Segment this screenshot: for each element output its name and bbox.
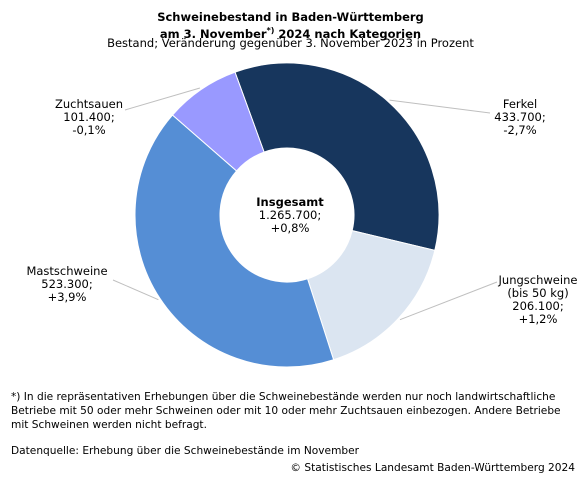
slice-mastschweine [134,114,335,368]
slice-label-line: Mastschweine [26,264,107,278]
center-title: Insgesamt [256,195,324,209]
donut-chart: Ferkel 433.700; -2,7% Jungschweine (bis 50 k… [26,62,577,368]
leader-line-mastschweine [112,279,159,301]
slice-label-ferkel: Ferkel 433.700; -2,7% [494,97,545,137]
leader-line-ferkel [389,99,491,114]
slice-label-line: 206.100; [512,299,563,313]
footnote: *) In die repräsentativen Erhebungen übe… [11,391,561,431]
slice-label-line: -2,7% [503,123,536,137]
chart-title-line2-post: 2024 nach Kategorien [274,26,422,41]
footnote-marker: *) [266,26,275,35]
copyright: © Statistisches Landesamt Baden-Württemb… [290,462,575,474]
chart-title-line2: am 3. November*) 2024 nach Kategorien [0,24,581,41]
chart-title-line2-pre: am 3. November [159,26,267,41]
slice-label-line: Jungschweine [498,273,578,287]
slice-label-line: +1,2% [519,312,558,326]
slice-label-jungschweine: Jungschweine (bis 50 kg) 206.100; +1,2% [498,273,578,326]
slice-jungschweine [306,230,436,361]
slice-label-line: 433.700; [494,110,545,124]
slice-zuchtsauen [171,71,265,172]
slice-label-zuchtsauen: Zuchtsauen 101.400; -0,1% [55,97,123,137]
data-source: Datenquelle: Erhebung über die Schweineb… [11,445,359,457]
center-value: 1.265.700; [259,208,321,222]
leader-lines [112,87,498,321]
leader-line-zuchtsauen [124,87,201,111]
slice-label-line: -0,1% [72,123,105,137]
slice-label-line: Zuchtsauen [55,97,123,111]
slice-label-line: +3,9% [48,290,87,304]
slice-label-line: (bis 50 kg) [507,286,568,300]
slice-label-line: 523.300; [41,277,92,291]
slice-label-line: Ferkel [503,97,537,111]
slice-ferkel [234,62,440,252]
slice-labels: Ferkel 433.700; -2,7% Jungschweine (bis 50 k… [26,97,577,326]
donut-slices [134,62,440,368]
center-change: +0,8% [271,221,310,235]
chart-subtitle: Bestand; Veränderung gegenüber 3. Novemb… [107,36,474,50]
slice-label-line: 101.400; [63,110,114,124]
chart-title-line1: Schweinebestand in Baden-Württemberg [157,10,424,24]
slice-label-mastschweine: Mastschweine 523.300; +3,9% [26,264,107,304]
leader-line-jungschweine [399,281,498,321]
